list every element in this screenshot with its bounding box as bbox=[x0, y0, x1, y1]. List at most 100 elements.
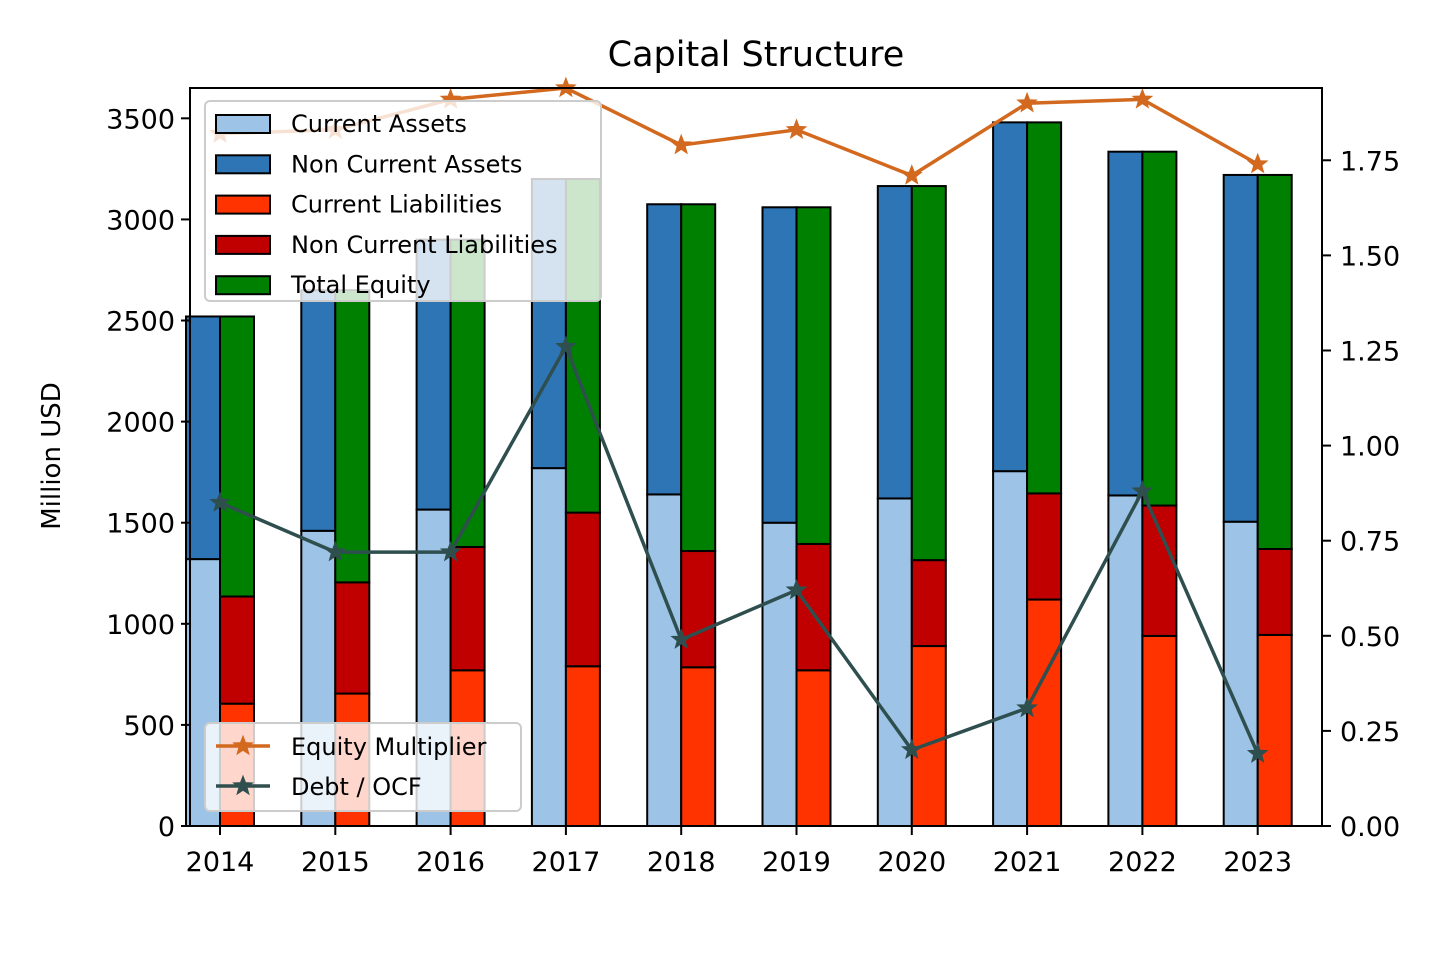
bar-noncurrent-liabilities-2023 bbox=[1256, 547, 1293, 636]
bar-legend-label: Total Equity bbox=[290, 271, 431, 299]
bar-total-equity-2015 bbox=[334, 289, 371, 584]
marker-equity-multiplier-2018 bbox=[670, 133, 693, 155]
y2-tick-label: 1.25 bbox=[1340, 336, 1400, 367]
y-tick-label: 2000 bbox=[106, 408, 175, 439]
x-tick-label: 2023 bbox=[1223, 847, 1292, 878]
y2-tick-label: 1.00 bbox=[1340, 432, 1400, 463]
x-tick-label: 2019 bbox=[762, 847, 831, 878]
y2-tick-label: 1.50 bbox=[1340, 241, 1400, 272]
x-tick-label: 2020 bbox=[877, 847, 946, 878]
bar-total-equity-2022 bbox=[1141, 150, 1178, 507]
bar-legend: Current Assets Non Current Assets Current … bbox=[204, 100, 602, 302]
marker-equity-multiplier-2021 bbox=[1016, 91, 1038, 113]
bar-current-liabilities-2019 bbox=[795, 669, 832, 827]
bar-assets-noncurrent-2014 bbox=[185, 315, 221, 561]
bar-legend-label: Non Current Assets bbox=[291, 150, 522, 178]
y-tick-label: 500 bbox=[123, 711, 175, 742]
bar-noncurrent-liabilities-2014 bbox=[219, 595, 255, 705]
x-tick-label: 2015 bbox=[301, 847, 370, 878]
y-tick-label: 1500 bbox=[106, 509, 175, 540]
y2-tick-label: 1.75 bbox=[1340, 146, 1400, 177]
marker-debt-ocf-2021 bbox=[1016, 696, 1038, 718]
line-legend: Equity Multiplier Debt / OCF bbox=[204, 722, 522, 812]
line-legend-frame bbox=[204, 722, 522, 812]
line-legend-label: Equity Multiplier bbox=[291, 733, 487, 761]
marker-debt-ocf-2020 bbox=[900, 738, 923, 760]
marker-equity-multiplier-2023 bbox=[1246, 152, 1269, 174]
y2-tick-label: 0.50 bbox=[1340, 622, 1400, 653]
bar-assets-noncurrent-2022 bbox=[1107, 150, 1144, 497]
bar-assets-noncurrent-2020 bbox=[876, 185, 913, 500]
bar-assets-noncurrent-2015 bbox=[300, 289, 337, 532]
y2-tick-label: 0.25 bbox=[1340, 717, 1400, 748]
bar-assets-noncurrent-2023 bbox=[1222, 173, 1259, 523]
bar-legend-frame bbox=[204, 100, 602, 302]
bar-assets-current-2018 bbox=[646, 493, 683, 827]
bar-assets-noncurrent-2021 bbox=[992, 121, 1029, 473]
bar-total-equity-2023 bbox=[1256, 173, 1293, 550]
line-legend-marker bbox=[232, 774, 254, 796]
marker-debt-ocf-2022 bbox=[1131, 479, 1154, 501]
bar-legend-label: Non Current Liabilities bbox=[291, 231, 558, 259]
bar-noncurrent-liabilities-2021 bbox=[1026, 492, 1063, 601]
bar-noncurrent-liabilities-2019 bbox=[795, 542, 832, 672]
bar-current-liabilities-2020 bbox=[910, 645, 947, 827]
x-tick-label: 2022 bbox=[1108, 847, 1177, 878]
marker-debt-ocf-2015 bbox=[324, 540, 347, 562]
bar-legend-label: Current Liabilities bbox=[291, 191, 502, 219]
axes-layer: 0 500 1000 1500 2000 2500 3000 3500 0.00 0.25 0.50… bbox=[106, 104, 1400, 878]
x-tick-label: 2021 bbox=[993, 847, 1062, 878]
bar-noncurrent-liabilities-2018 bbox=[680, 550, 717, 669]
y-tick-label: 1000 bbox=[106, 610, 175, 641]
marker-equity-multiplier-2022 bbox=[1131, 87, 1154, 109]
bar-legend-swatch bbox=[215, 154, 271, 175]
bar-assets-current-2014 bbox=[185, 558, 221, 828]
y-tick-label: 3500 bbox=[106, 104, 175, 135]
bar-assets-current-2021 bbox=[992, 470, 1029, 827]
bar-total-equity-2014 bbox=[219, 315, 255, 598]
y2-tick-label: 0.75 bbox=[1340, 527, 1400, 558]
bar-legend-swatch bbox=[215, 275, 271, 296]
bars-layer bbox=[185, 121, 1293, 828]
bar-current-liabilities-2017 bbox=[564, 665, 601, 827]
y-tick-label: 2500 bbox=[106, 307, 175, 338]
chart-title: Capital Structure bbox=[608, 35, 905, 75]
x-tick-label: 2016 bbox=[416, 847, 485, 878]
bar-noncurrent-liabilities-2022 bbox=[1141, 504, 1178, 637]
bar-legend-swatch bbox=[215, 234, 271, 255]
marker-debt-ocf-2016 bbox=[439, 540, 462, 562]
bar-assets-current-2020 bbox=[876, 497, 913, 827]
bar-noncurrent-liabilities-2016 bbox=[449, 545, 486, 672]
marker-debt-ocf-2019 bbox=[785, 578, 808, 600]
bar-noncurrent-liabilities-2020 bbox=[910, 559, 947, 648]
marker-debt-ocf-2018 bbox=[670, 628, 693, 649]
marker-debt-ocf-2017 bbox=[555, 335, 577, 356]
bar-total-equity-2021 bbox=[1026, 121, 1063, 495]
x-tick-label: 2017 bbox=[532, 847, 601, 878]
bar-current-liabilities-2018 bbox=[680, 666, 717, 828]
x-tick-label: 2014 bbox=[186, 847, 255, 878]
line-debt-ocf bbox=[219, 342, 1260, 755]
bar-legend-swatch bbox=[215, 114, 271, 134]
marker-debt-ocf-2014 bbox=[209, 491, 231, 512]
plot-frame bbox=[189, 87, 1323, 827]
marker-debt-ocf-2023 bbox=[1246, 742, 1269, 763]
bar-current-liabilities-2023 bbox=[1256, 633, 1293, 827]
bar-assets-current-2017 bbox=[530, 467, 567, 827]
bar-total-equity-2018 bbox=[680, 203, 717, 553]
y2-tick-label: 0.00 bbox=[1340, 812, 1400, 843]
bar-assets-current-2023 bbox=[1222, 520, 1259, 827]
bar-total-equity-2020 bbox=[910, 185, 947, 562]
marker-equity-multiplier-2020 bbox=[900, 164, 923, 185]
bar-legend-label: Current Assets bbox=[291, 110, 467, 138]
bar-noncurrent-liabilities-2015 bbox=[334, 581, 371, 695]
y-tick-label: 3000 bbox=[106, 205, 175, 236]
bar-noncurrent-liabilities-2017 bbox=[564, 511, 601, 668]
x-tick-label: 2018 bbox=[647, 847, 716, 878]
bar-legend-swatch bbox=[215, 194, 271, 215]
y-axis-label: Million USD bbox=[37, 382, 67, 530]
line-legend-label: Debt / OCF bbox=[291, 773, 422, 801]
bar-assets-noncurrent-2018 bbox=[646, 203, 683, 496]
y-tick-label: 0 bbox=[158, 812, 175, 843]
